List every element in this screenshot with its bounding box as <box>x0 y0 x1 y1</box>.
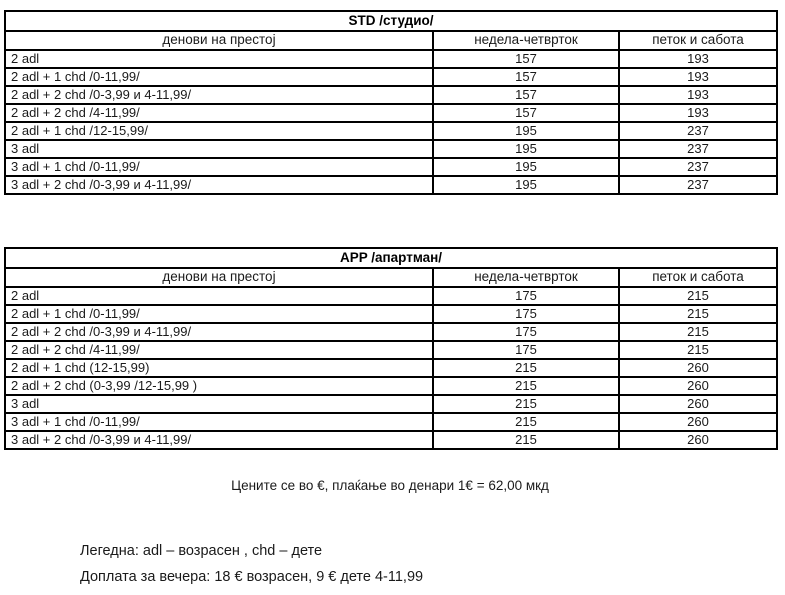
table-row: 3 adl + 2 chd /0-3,99 и 4-11,99/195 237 <box>4 175 779 195</box>
midweek-price-cell: 215 <box>432 412 620 432</box>
std-table: STD /студио/ денови на престој недела-че… <box>3 10 779 195</box>
occupancy-cell: 2 adl <box>4 49 434 69</box>
table-row: 3 adl + 2 chd /0-3,99 и 4-11,99/215 260 <box>4 430 778 450</box>
table-row: 2 adl + 2 chd (0-3,99 /12-15,99 ) 215 260 <box>4 376 778 396</box>
midweek-price-cell: 215 <box>432 430 620 450</box>
header-sunday-thursday: недела-четврток <box>432 30 620 51</box>
occupancy-cell: 3 adl + 2 chd /0-3,99 и 4-11,99/ <box>4 175 434 195</box>
occupancy-cell: 2 adl + 2 chd /0-3,99 и 4-11,99/ <box>4 85 434 105</box>
column-header-row: денови на престој недела-четврток петок … <box>4 267 778 288</box>
weekend-price-cell: 193 <box>617 67 779 87</box>
occupancy-cell: 3 adl + 1 chd /0-11,99/ <box>4 157 434 177</box>
midweek-price-cell: 157 <box>432 103 620 123</box>
midweek-price-cell: 195 <box>432 175 620 195</box>
occupancy-cell: 2 adl + 2 chd (0-3,99 /12-15,99 ) <box>4 376 434 396</box>
std-price-table: STD /студио/ денови на престој недела-че… <box>3 10 779 195</box>
legend-line: Легедна: adl – возрасен , chd – дете <box>80 543 323 559</box>
occupancy-cell: 2 adl + 1 chd /0-11,99/ <box>4 67 434 87</box>
table-row: 2 adl 175 215 <box>4 286 778 306</box>
weekend-price-cell: 215 <box>618 286 778 306</box>
table-row: 3 adl + 1 chd /0-11,99/195 237 <box>4 157 779 177</box>
header-days-of-stay: денови на престој <box>4 267 434 288</box>
midweek-price-cell: 175 <box>432 304 620 324</box>
occupancy-cell: 2 adl + 1 chd /12-15,99/ <box>4 121 434 141</box>
weekend-price-cell: 215 <box>618 322 778 342</box>
midweek-price-cell: 195 <box>432 121 620 141</box>
app-table-title: APP /апартман/ <box>4 247 778 269</box>
midweek-price-cell: 195 <box>432 157 620 177</box>
table-row: 2 adl + 2 chd /4-11,99/175 215 <box>4 340 778 360</box>
occupancy-cell: 2 adl <box>4 286 434 306</box>
weekend-price-cell: 237 <box>617 139 779 159</box>
header-friday-saturday: петок и сабота <box>618 267 778 288</box>
midweek-price-cell: 175 <box>432 322 620 342</box>
weekend-price-cell: 237 <box>617 175 779 195</box>
table-row: 2 adl + 2 chd /4-11,99/157 193 <box>4 103 779 123</box>
table-title-row: STD /студио/ <box>3 10 779 32</box>
table-row: 2 adl + 2 chd /0-3,99 и 4-11,99/175 215 <box>4 322 778 342</box>
table-row: 2 adl 157 193 <box>4 49 779 69</box>
weekend-price-cell: 237 <box>617 157 779 177</box>
table-row: 3 adl 215 260 <box>4 394 778 414</box>
midweek-price-cell: 195 <box>432 139 620 159</box>
header-friday-saturday: петок и сабота <box>617 30 779 51</box>
occupancy-cell: 3 adl + 1 chd /0-11,99/ <box>4 412 434 432</box>
occupancy-cell: 2 adl + 2 chd /4-11,99/ <box>4 340 434 360</box>
weekend-price-cell: 193 <box>617 85 779 105</box>
occupancy-cell: 2 adl + 2 chd /4-11,99/ <box>4 103 434 123</box>
midweek-price-cell: 175 <box>432 286 620 306</box>
weekend-price-cell: 237 <box>617 121 779 141</box>
header-days-of-stay: денови на престој <box>4 30 434 51</box>
occupancy-cell: 2 adl + 1 chd (12-15,99) <box>4 358 434 378</box>
midweek-price-cell: 215 <box>432 358 620 378</box>
table-row: 2 adl + 1 chd /0-11,99/157 193 <box>4 67 779 87</box>
midweek-price-cell: 175 <box>432 340 620 360</box>
occupancy-cell: 3 adl <box>4 394 434 414</box>
table-row: 3 adl 195 237 <box>4 139 779 159</box>
table-row: 2 adl + 2 chd /0-3,99 и 4-11,99/157 193 <box>4 85 779 105</box>
midweek-price-cell: 157 <box>432 67 620 87</box>
midweek-price-cell: 215 <box>432 376 620 396</box>
table-row: 2 adl + 1 chd /0-11,99/175 215 <box>4 304 778 324</box>
weekend-price-cell: 215 <box>618 304 778 324</box>
weekend-price-cell: 260 <box>618 376 778 396</box>
occupancy-cell: 3 adl <box>4 139 434 159</box>
weekend-price-cell: 215 <box>618 340 778 360</box>
weekend-price-cell: 260 <box>618 358 778 378</box>
header-sunday-thursday: недела-четврток <box>432 267 620 288</box>
weekend-price-cell: 193 <box>617 103 779 123</box>
table-title-row: APP /апартман/ <box>4 247 778 269</box>
dinner-surcharge-line: Доплата за вечера: 18 € возрасен, 9 € де… <box>80 569 424 585</box>
midweek-price-cell: 157 <box>432 85 620 105</box>
table-row: 3 adl + 1 chd /0-11,99/215 260 <box>4 412 778 432</box>
occupancy-cell: 2 adl + 2 chd /0-3,99 и 4-11,99/ <box>4 322 434 342</box>
weekend-price-cell: 260 <box>618 412 778 432</box>
weekend-price-cell: 193 <box>617 49 779 69</box>
std-table-title: STD /студио/ <box>3 10 779 32</box>
legend-block: Легедна: adl – возрасен , chd – дете Доп… <box>80 538 423 590</box>
midweek-price-cell: 215 <box>432 394 620 414</box>
weekend-price-cell: 260 <box>618 394 778 414</box>
column-header-row: денови на престој недела-четврток петок … <box>4 30 779 51</box>
app-table: APP /апартман/ денови на престој недела-… <box>4 247 778 450</box>
weekend-price-cell: 260 <box>618 430 778 450</box>
occupancy-cell: 2 adl + 1 chd /0-11,99/ <box>4 304 434 324</box>
midweek-price-cell: 157 <box>432 49 620 69</box>
occupancy-cell: 3 adl + 2 chd /0-3,99 и 4-11,99/ <box>4 430 434 450</box>
app-price-table: APP /апартман/ денови на престој недела-… <box>4 247 778 450</box>
table-row: 2 adl + 1 chd /12-15,99/195 237 <box>4 121 779 141</box>
currency-note: Цените се во €, плаќање во денари 1€ = 6… <box>231 478 549 493</box>
table-row: 2 adl + 1 chd (12-15,99) 215 260 <box>4 358 778 378</box>
